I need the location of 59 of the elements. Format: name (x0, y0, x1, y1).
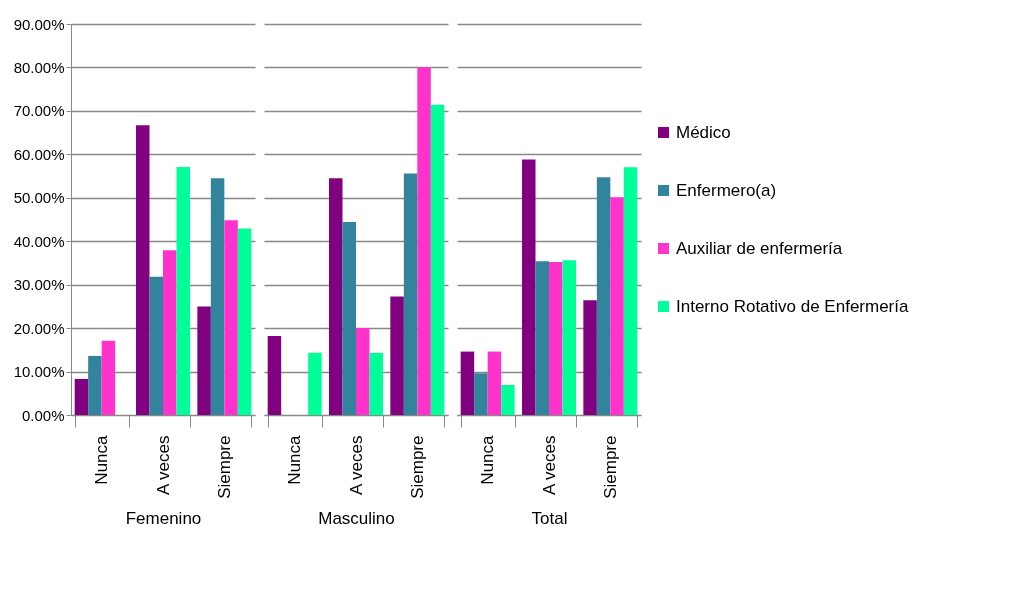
bar (176, 166, 190, 415)
bar (136, 125, 150, 415)
bar (267, 335, 282, 415)
x-tick-label: Nunca (478, 434, 498, 485)
x-tick-label: Nunca (285, 434, 305, 485)
legend-label: Auxiliar de enfermería (676, 238, 843, 258)
bar (74, 378, 89, 415)
x-axis-title: Femenino (125, 508, 202, 528)
x-tick-label: A veces (539, 435, 559, 496)
bar (417, 67, 431, 415)
y-tick-label: 90.00% (13, 15, 65, 33)
y-tick-label: 50.00% (13, 189, 65, 207)
bar (369, 352, 383, 415)
legend-label: Interno Rotativo de Enfermería (676, 296, 909, 316)
legend-label: Médico (676, 122, 731, 142)
x-tick-label: Siempre (407, 435, 427, 499)
bar (522, 159, 536, 415)
bar (237, 228, 252, 415)
bar (101, 340, 116, 415)
x-tick-label: A veces (153, 435, 173, 496)
bar (356, 328, 370, 415)
bar (149, 276, 163, 415)
bar (501, 385, 515, 415)
bar (163, 250, 177, 415)
bar (583, 300, 597, 415)
bar (390, 296, 404, 415)
x-axis-title: Masculino (318, 508, 395, 528)
legend-label: Enfermero(a) (676, 180, 777, 200)
bar (549, 262, 563, 415)
y-tick-label: 20.00% (13, 319, 65, 337)
y-tick-label: 60.00% (13, 145, 65, 163)
bar (403, 173, 418, 415)
bar (197, 306, 211, 415)
y-tick-label: 0.00% (21, 406, 65, 424)
y-tick-label: 30.00% (13, 276, 65, 294)
bar (342, 222, 356, 415)
bar (596, 177, 611, 415)
x-tick-label: Nunca (92, 434, 112, 485)
bar (224, 220, 238, 415)
bar (460, 351, 475, 415)
x-tick-label: Siempre (600, 435, 620, 499)
bar (487, 351, 502, 415)
x-axis-title: Total (531, 508, 568, 528)
bar (610, 197, 624, 415)
bar (308, 352, 322, 415)
y-tick-label: 80.00% (13, 58, 65, 76)
bar (562, 260, 576, 415)
bar (210, 178, 225, 415)
bar (88, 355, 102, 415)
bar (474, 373, 488, 415)
bar (430, 104, 445, 415)
y-tick-label: 70.00% (13, 102, 65, 120)
y-tick-label: 10.00% (13, 363, 65, 381)
bar (535, 261, 549, 415)
x-tick-label: Siempre (214, 435, 234, 499)
bar (329, 178, 343, 415)
bar (623, 167, 638, 415)
y-tick-label: 40.00% (13, 232, 65, 250)
x-tick-label: A veces (346, 435, 366, 496)
